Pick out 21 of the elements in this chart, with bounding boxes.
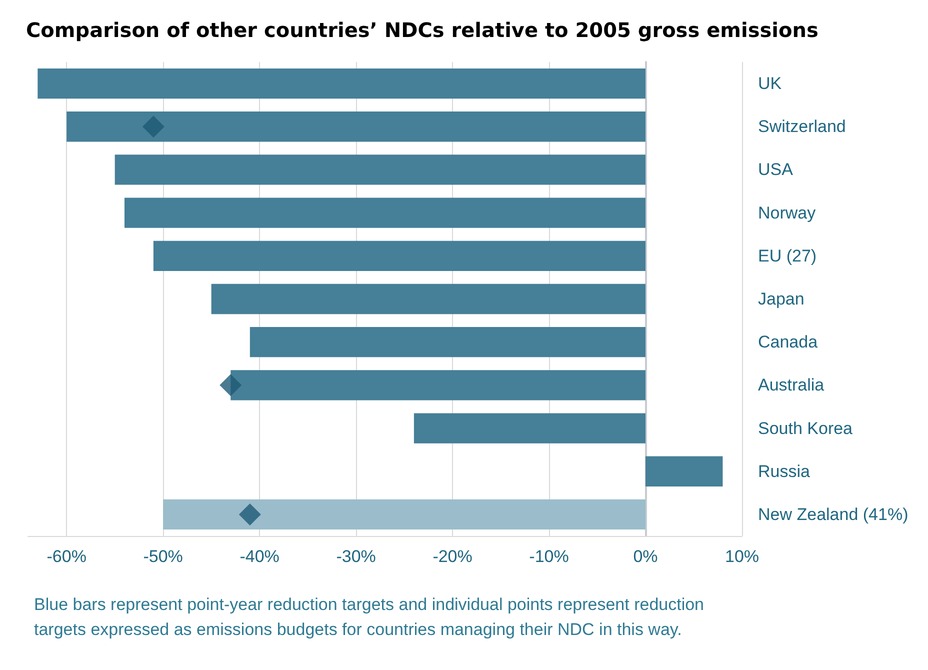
text: Blue bars represent point-year reduction targets and individual points represent reduction targets expressed as emissions budgets for countries managing their NDC in this way. xyxy=(34,594,706,641)
y-tick-label: South Korea xyxy=(758,418,854,438)
y-tick-label: Australia xyxy=(758,376,825,395)
x-tick-label: 10% xyxy=(724,547,760,566)
x-tick-label: -30% xyxy=(336,547,376,566)
y-tick-label: Russia xyxy=(758,462,811,481)
y-tick-label: Canada xyxy=(758,332,818,352)
x-tick-label: -20% xyxy=(432,547,472,566)
y-tick-label: EU (27) xyxy=(758,246,817,266)
x-tick-label: -40% xyxy=(240,547,280,566)
y-tick-label: Switzerland xyxy=(758,117,846,136)
y-tick-label: USA xyxy=(758,160,794,180)
y-tick-label: UK xyxy=(758,74,782,94)
x-tick-label: 0% xyxy=(633,547,658,566)
x-tick-label: -10% xyxy=(529,547,569,566)
y-tick-label: Japan xyxy=(758,290,804,308)
y-tick-label: New Zealand (41%) xyxy=(758,504,908,524)
y-tick-label: Norway xyxy=(758,203,816,222)
x-tick-label: -50% xyxy=(143,547,183,566)
x-tick-label: -60% xyxy=(46,547,86,566)
chart-title: Comparison of other countries’ NDCs relative to 2005 gross emissions xyxy=(26,18,818,42)
